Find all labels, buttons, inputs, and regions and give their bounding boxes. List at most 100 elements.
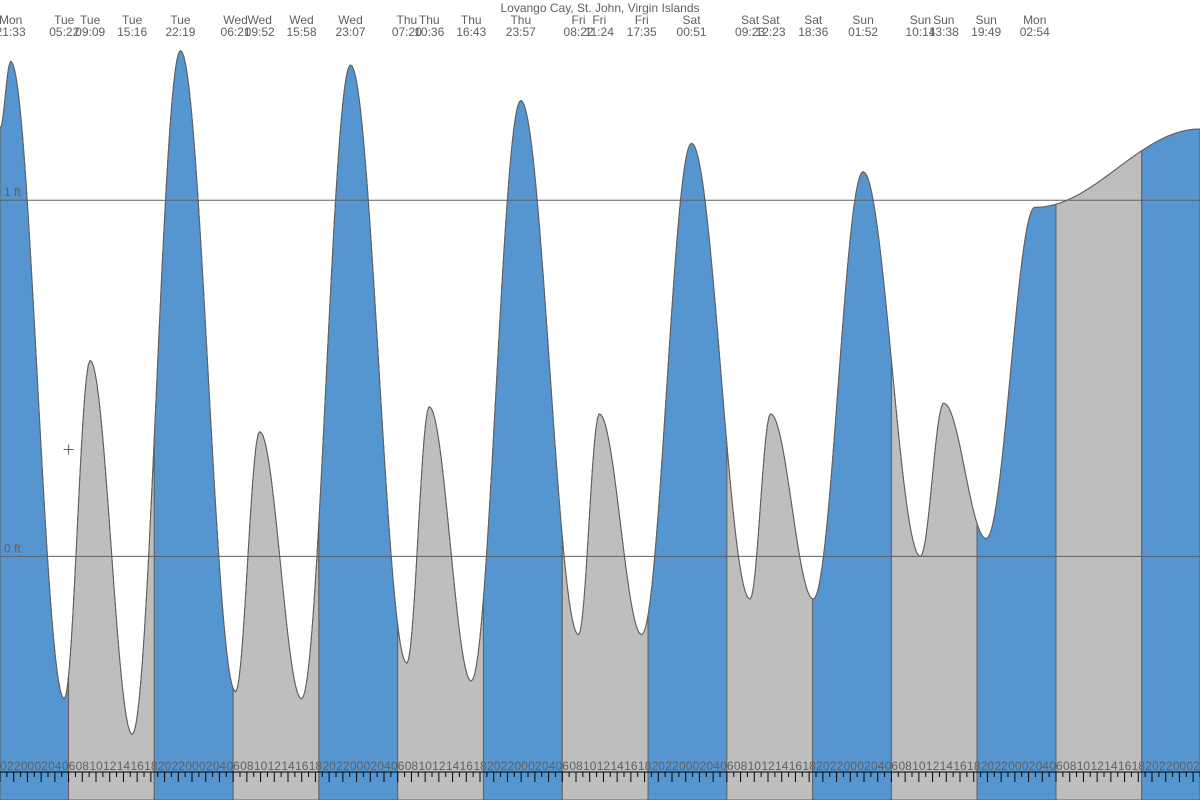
x-tick-label: 10 [748,759,762,773]
x-tick-label: 02 [1022,759,1036,773]
x-tick-label: 22 [665,759,679,773]
x-tick-label: 00 [21,759,35,773]
x-tick-label: 20 [0,759,7,773]
x-tick-label: 02 [693,759,707,773]
x-tick-label: 02 [34,759,48,773]
x-tick-label: 00 [514,759,528,773]
top-label-time: 18:36 [798,25,828,39]
x-tick-label: 22 [7,759,21,773]
top-label-time: 01:52 [848,25,878,39]
tide-segment-day [233,432,319,800]
x-tick-label: 18 [144,759,158,773]
top-label-time: 10:36 [414,25,444,39]
x-tick-label: 12 [268,759,282,773]
x-tick-label: 08 [734,759,748,773]
x-tick-label: 10 [254,759,268,773]
x-tick-label: 12 [761,759,775,773]
tide-segment-day [1056,151,1142,800]
x-tick-label: 02 [199,759,213,773]
x-tick-label: 06 [885,759,899,773]
x-tick-label: 04 [1036,759,1050,773]
x-tick-label: 06 [226,759,240,773]
x-tick-label: 22 [1159,759,1173,773]
x-tick-label: 04 [542,759,556,773]
y-axis-label: 0 ft [4,541,21,555]
x-tick-label: 20 [158,759,172,773]
x-tick-label: 06 [1049,759,1063,773]
top-label-time: 22:19 [165,25,195,39]
x-tick-label: 22 [336,759,350,773]
top-label-time: 11:24 [585,25,614,39]
x-tick-label: 06 [720,759,734,773]
top-label-time: 15:58 [286,25,316,39]
x-tick-label: 04 [48,759,62,773]
x-tick-label: 14 [1104,759,1118,773]
tide-fills [0,51,1200,800]
x-tick-label: 00 [185,759,199,773]
x-tick-label: 12 [597,759,611,773]
x-tick-label: 12 [432,759,446,773]
x-tick-label: 02 [528,759,542,773]
x-tick-label: 10 [583,759,597,773]
x-tick-label: 20 [981,759,995,773]
tide-segment-night [154,51,233,800]
x-tick-label: 08 [1063,759,1077,773]
x-tick-label: 16 [789,759,803,773]
top-label-time: 09:52 [245,25,275,39]
x-tick-label: 02 [857,759,871,773]
tide-segment-night [977,204,1056,800]
tide-segment-day [891,360,977,800]
x-tick-label: 08 [405,759,419,773]
tide-chart: 0 ft1 ftLovango Cay, St. John, Virgin Is… [0,0,1200,800]
x-tick-label: 16 [953,759,967,773]
top-label-time: 16:43 [456,25,486,39]
x-tick-label: 06 [62,759,76,773]
x-tick-label: 00 [350,759,364,773]
tide-segment-night [648,143,727,800]
x-tick-label: 16 [460,759,474,773]
tide-segment-night [1142,129,1200,800]
x-tick-label: 18 [967,759,981,773]
x-tick-label: 20 [816,759,830,773]
tide-segment-night [813,172,892,800]
tide-segment-night [483,101,562,800]
x-tick-label: 18 [802,759,816,773]
x-tick-label: 16 [295,759,309,773]
x-tick-label: 18 [638,759,652,773]
x-tick-label: 18 [309,759,323,773]
x-tick-label: 06 [391,759,405,773]
x-tick-label: 18 [473,759,487,773]
x-tick-label: 20 [487,759,501,773]
y-axis-label: 1 ft [4,185,21,199]
x-tick-label: 02 [364,759,378,773]
tide-segment-night [319,65,398,800]
x-tick-label: 00 [1173,759,1187,773]
x-tick-label: 14 [117,759,131,773]
top-label-time: 17:35 [627,25,657,39]
top-label-time: 23:07 [336,25,366,39]
top-label-time: 23:57 [506,25,536,39]
x-tick-label: 10 [1077,759,1091,773]
x-tick-label: 08 [240,759,254,773]
top-label-time: 12:23 [756,25,786,39]
x-tick-label: 12 [1090,759,1104,773]
x-tick-label: 14 [281,759,295,773]
x-tick-label: 12 [926,759,940,773]
x-tick-label: 00 [844,759,858,773]
x-tick-label: 10 [912,759,926,773]
x-tick-label: 02 [1186,759,1200,773]
x-tick-label: 16 [130,759,144,773]
tide-segment-day [398,407,484,800]
x-tick-label: 04 [871,759,885,773]
x-tick-label: 20 [1145,759,1159,773]
top-label-time: 19:49 [971,25,1001,39]
x-tick-label: 22 [172,759,186,773]
x-tick-label: 10 [418,759,432,773]
x-tick-label: 16 [624,759,638,773]
x-tick-label: 22 [501,759,515,773]
x-tick-label: 22 [994,759,1008,773]
x-tick-label: 06 [556,759,570,773]
x-tick-label: 08 [76,759,90,773]
top-label-time: 15:16 [117,25,147,39]
x-tick-label: 04 [377,759,391,773]
